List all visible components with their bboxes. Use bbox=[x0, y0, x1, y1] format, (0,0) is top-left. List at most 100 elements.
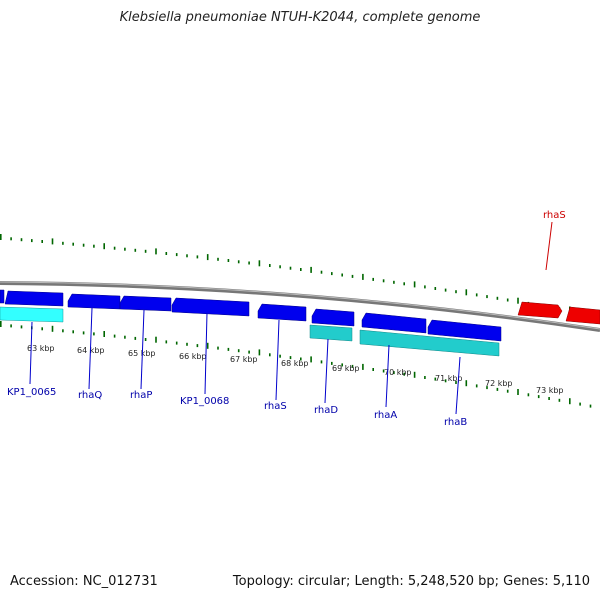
minor-tick bbox=[320, 360, 323, 364]
major-tick bbox=[258, 260, 261, 267]
minor-tick bbox=[331, 361, 333, 365]
genome-summary-text: Topology: circular; Length: 5,248,520 bp… bbox=[232, 574, 590, 589]
minor-tick bbox=[196, 344, 199, 348]
cds-products bbox=[0, 306, 500, 357]
major-tick bbox=[155, 248, 157, 255]
major-tick bbox=[465, 289, 468, 296]
gene-labels: KP1_0065 rhaQ rhaP KP1_0068 rhaS rhaD rh… bbox=[7, 210, 566, 428]
minor-tick bbox=[124, 335, 126, 339]
minor-tick bbox=[382, 369, 385, 373]
minor-tick bbox=[62, 329, 64, 333]
minor-tick bbox=[434, 377, 437, 381]
minor-tick bbox=[93, 332, 95, 336]
minor-tick bbox=[496, 387, 499, 391]
accession-text: Accession: NC_012731 bbox=[10, 574, 158, 589]
major-tick bbox=[155, 336, 157, 343]
gene-arrow bbox=[361, 312, 427, 334]
minor-tick bbox=[20, 238, 23, 242]
minor-tick bbox=[351, 274, 354, 278]
minor-tick bbox=[331, 272, 333, 276]
tick-label: 71 kbp bbox=[435, 374, 463, 383]
minor-tick bbox=[41, 327, 43, 331]
major-tick bbox=[103, 331, 105, 337]
minor-tick bbox=[537, 395, 540, 399]
major-tick bbox=[465, 380, 468, 387]
inner-tick-row bbox=[0, 321, 592, 408]
genome-backbone bbox=[0, 281, 600, 332]
minor-tick bbox=[444, 288, 447, 292]
major-tick bbox=[517, 297, 519, 304]
major-tick bbox=[362, 363, 364, 370]
major-tick bbox=[258, 349, 261, 356]
diagram-title: Klebsiella pneumoniae NTUH-K2044, comple… bbox=[119, 10, 481, 25]
tick-label: 73 kbp bbox=[536, 386, 564, 395]
minor-tick bbox=[82, 331, 85, 335]
minor-tick bbox=[144, 249, 147, 253]
minor-tick bbox=[548, 397, 550, 400]
leader-line bbox=[29, 321, 33, 385]
minor-tick bbox=[227, 259, 230, 262]
minor-tick bbox=[196, 255, 199, 259]
tick-label: 66 kbp bbox=[179, 352, 207, 361]
minor-tick bbox=[320, 270, 323, 274]
cds-bar bbox=[309, 324, 353, 342]
gene-arrow bbox=[565, 306, 600, 325]
gene-label: rhaQ bbox=[78, 390, 102, 401]
minor-tick bbox=[175, 253, 178, 257]
gene-label: rhaB bbox=[444, 417, 467, 428]
gene-arrow bbox=[0, 289, 5, 304]
leader-line bbox=[385, 344, 390, 408]
forward-genes bbox=[0, 289, 502, 342]
minor-tick bbox=[434, 287, 437, 290]
major-tick bbox=[310, 356, 312, 363]
minor-tick bbox=[558, 398, 561, 402]
minor-tick bbox=[62, 241, 64, 245]
reverse-genes bbox=[517, 301, 600, 325]
minor-tick bbox=[269, 353, 271, 357]
minor-tick bbox=[475, 384, 478, 388]
cds-bar bbox=[359, 329, 500, 357]
major-tick bbox=[310, 266, 312, 273]
minor-tick bbox=[134, 336, 137, 340]
minor-tick bbox=[455, 381, 457, 384]
gene-label: rhaP bbox=[130, 390, 152, 401]
tick-label: 65 kbp bbox=[128, 349, 156, 358]
minor-tick bbox=[237, 349, 240, 353]
minor-tick bbox=[279, 265, 281, 269]
minor-tick bbox=[403, 282, 405, 286]
minor-tick bbox=[424, 285, 426, 289]
minor-tick bbox=[393, 280, 395, 284]
minor-tick bbox=[486, 386, 488, 390]
minor-tick bbox=[269, 264, 271, 267]
minor-tick bbox=[248, 261, 250, 265]
gene-label: rhaD bbox=[314, 405, 338, 416]
major-tick bbox=[206, 254, 209, 261]
leader-line-red bbox=[545, 221, 553, 271]
minor-tick bbox=[144, 338, 147, 341]
minor-tick bbox=[248, 350, 250, 354]
minor-tick bbox=[372, 277, 374, 281]
minor-tick bbox=[475, 293, 478, 297]
minor-tick bbox=[165, 340, 168, 344]
minor-tick bbox=[227, 347, 230, 351]
major-tick bbox=[569, 398, 571, 405]
major-tick bbox=[517, 389, 519, 395]
minor-tick bbox=[93, 244, 95, 248]
leader-line bbox=[275, 319, 280, 401]
minor-tick bbox=[393, 371, 395, 375]
minor-tick bbox=[403, 372, 405, 376]
leader-line bbox=[140, 309, 145, 390]
minor-tick bbox=[300, 268, 302, 271]
minor-tick bbox=[506, 389, 509, 393]
minor-tick bbox=[72, 242, 74, 246]
minor-tick bbox=[486, 295, 488, 299]
leader-line bbox=[88, 307, 93, 390]
minor-tick bbox=[455, 290, 457, 294]
leader-line bbox=[455, 356, 461, 415]
minor-tick bbox=[444, 379, 447, 383]
minor-tick bbox=[113, 334, 116, 338]
minor-tick bbox=[341, 363, 343, 367]
major-tick bbox=[0, 234, 2, 240]
leader-line bbox=[324, 338, 329, 404]
minor-tick bbox=[175, 341, 178, 345]
